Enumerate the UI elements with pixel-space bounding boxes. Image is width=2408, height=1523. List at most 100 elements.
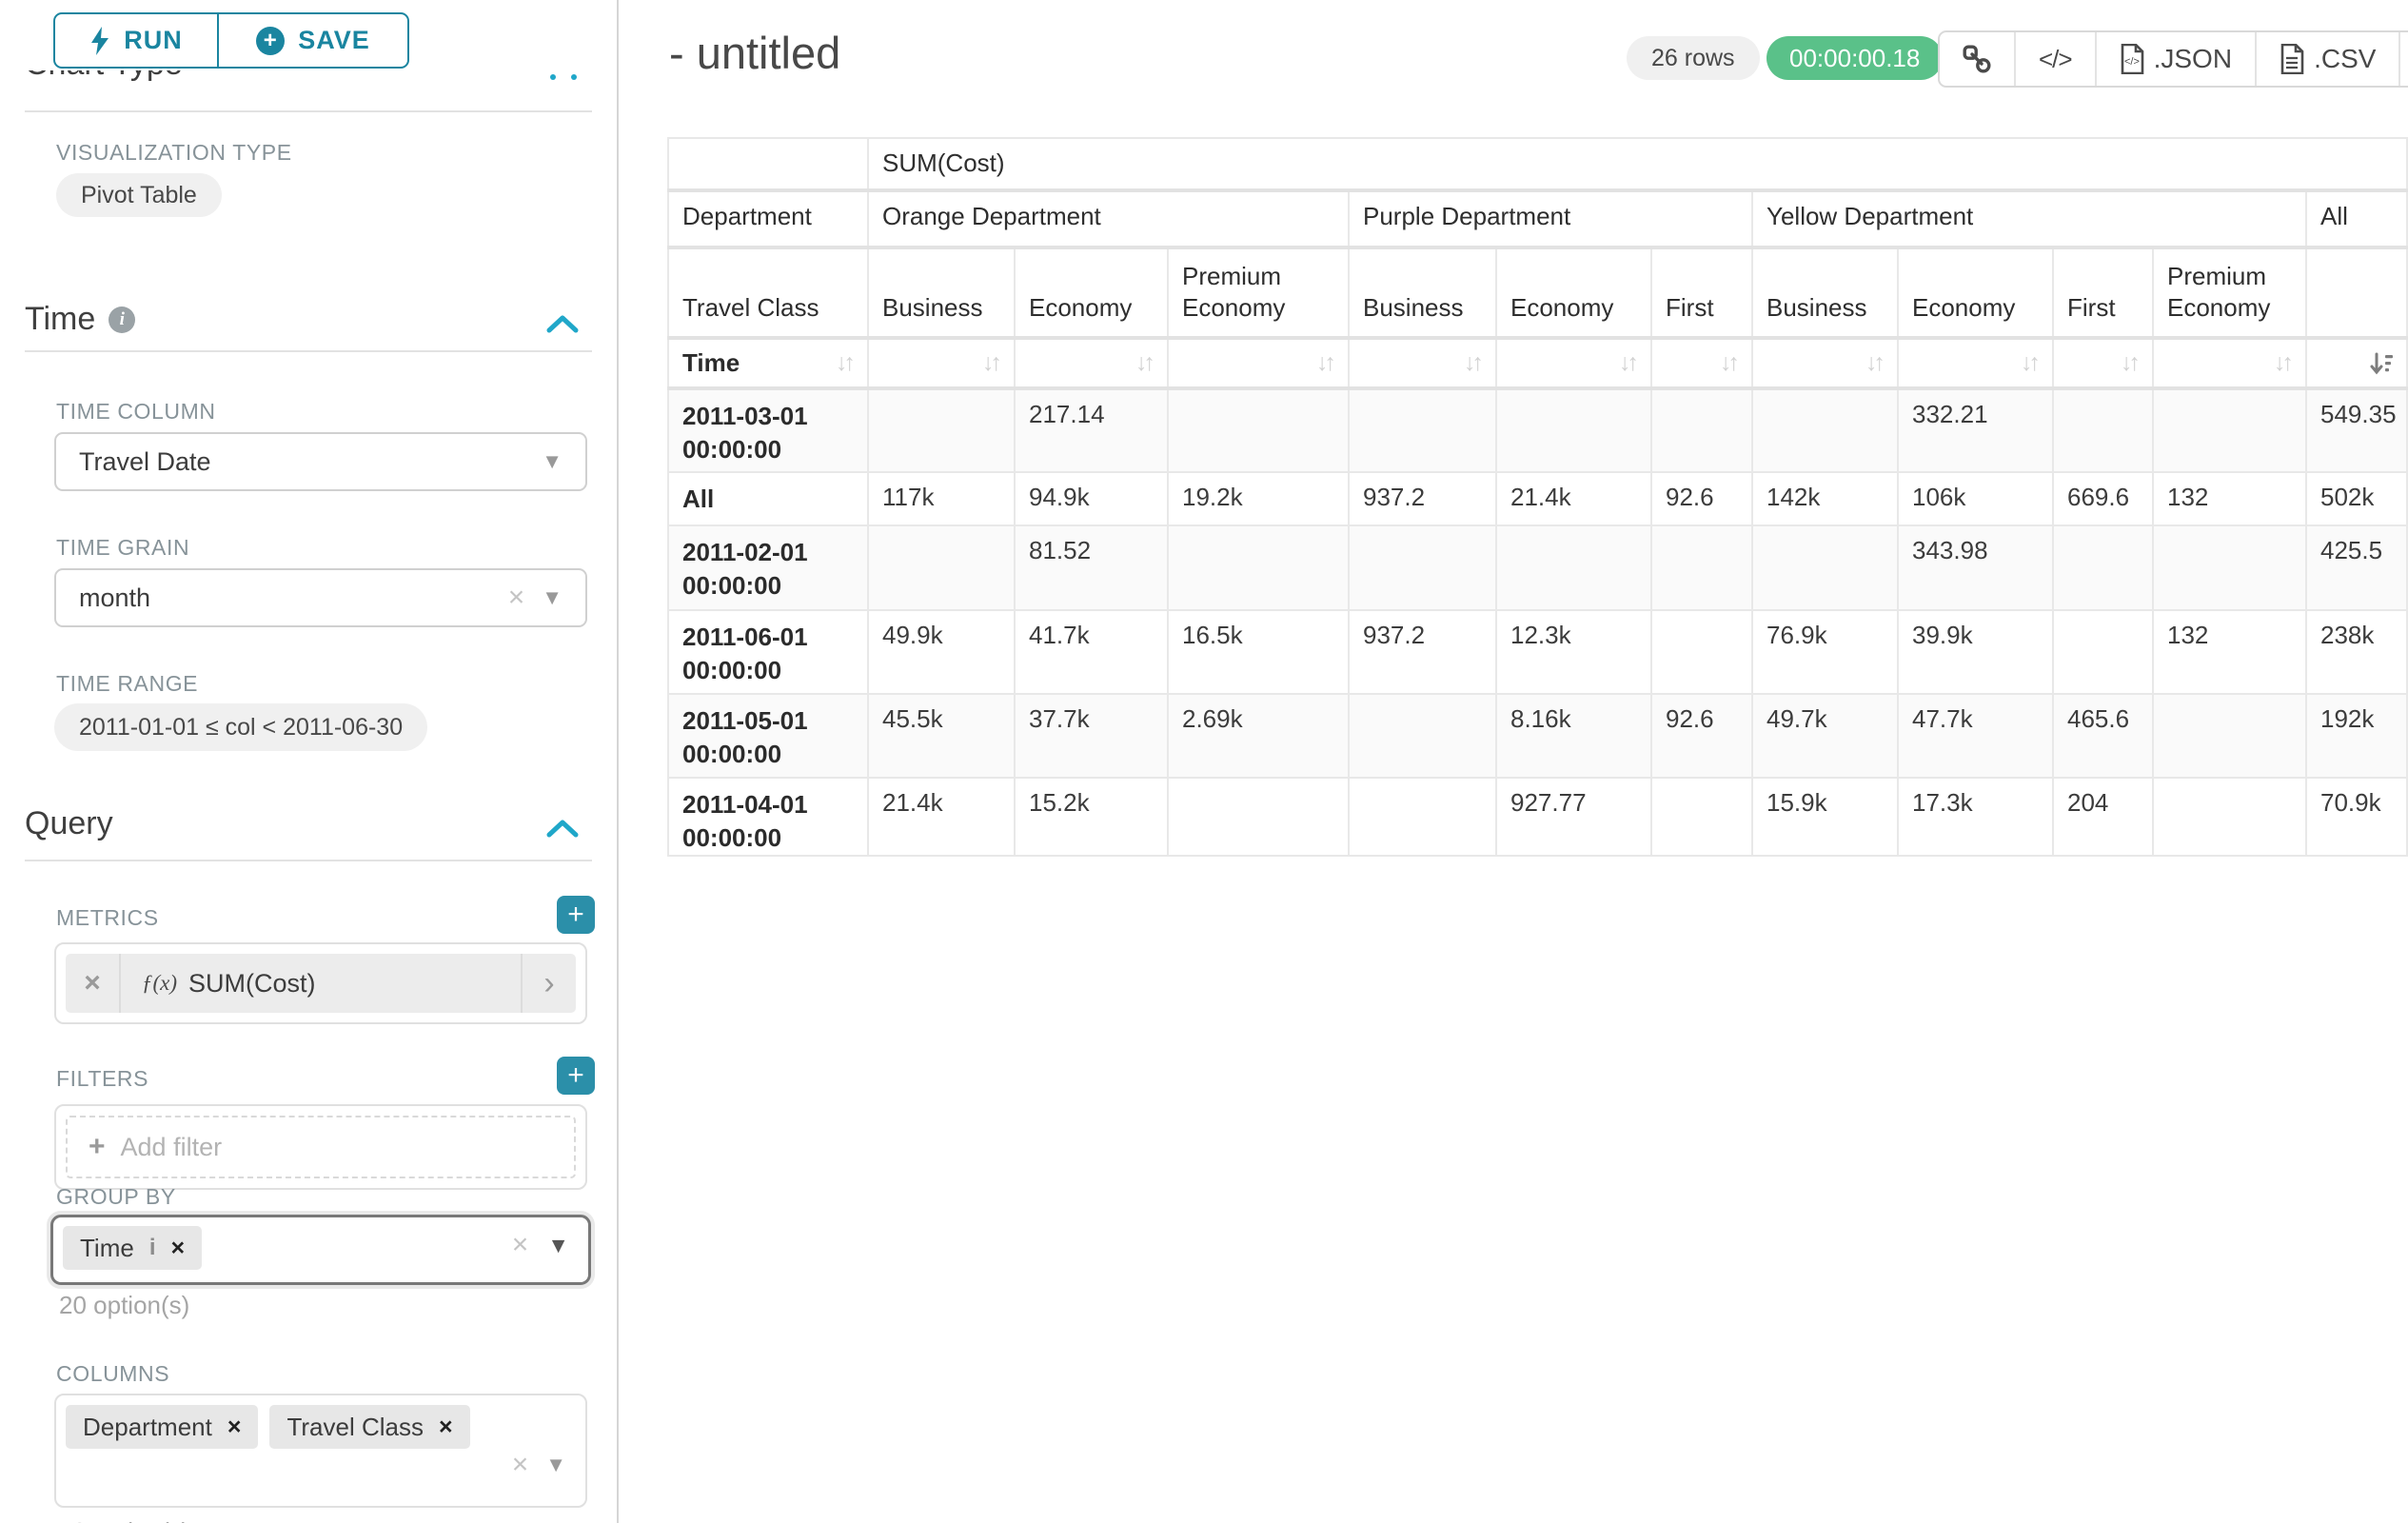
more-options-button[interactable] — [2400, 32, 2408, 86]
travel-class-header: Premium Economy — [2152, 247, 2307, 340]
sort-header[interactable]: ↓↑ — [1014, 337, 1169, 390]
time-grain-label: TIME GRAIN — [56, 535, 190, 560]
embed-code-button[interactable]: </> — [2016, 32, 2097, 86]
collapse-section-icon[interactable] — [546, 819, 579, 838]
remove-metric-icon[interactable]: × — [66, 954, 121, 1013]
value-cell: 343.98 — [1897, 524, 2054, 611]
travel-class-header: Premium Economy — [1167, 247, 1350, 340]
value-cell: 217.14 — [1014, 387, 1169, 473]
sort-header[interactable]: ↓↑ — [1650, 337, 1753, 390]
row-count-badge: 26 rows — [1627, 36, 1760, 80]
group-by-options-hint: 20 option(s) — [59, 1291, 190, 1319]
remove-chip-icon[interactable]: × — [227, 1413, 242, 1440]
value-cell: 21.4k — [1495, 471, 1652, 526]
sort-icon: ↓↑ — [1464, 349, 1484, 376]
sort-icon: ↓↑ — [1135, 349, 1155, 376]
value-cell: 927.77 — [1495, 776, 1652, 858]
sort-icon: ↓↑ — [1316, 349, 1336, 376]
value-cell: 238k — [2305, 609, 2408, 695]
department-group-header: Orange Department — [867, 189, 1350, 249]
row-label-cell: 2011-02-01 00:00:00 — [667, 524, 869, 611]
add-filter-button[interactable]: + Add filter — [66, 1116, 576, 1178]
sort-header[interactable]: ↓↑ — [867, 337, 1016, 390]
remove-chip-icon[interactable]: × — [170, 1234, 186, 1261]
filters-label: FILTERS — [56, 1066, 149, 1091]
value-cell: 549.35 — [2305, 387, 2408, 473]
metric-chip[interactable]: × ƒ(x) SUM(Cost) › — [66, 954, 576, 1013]
visualization-type-value-pill[interactable]: Pivot Table — [56, 173, 222, 217]
value-cell — [867, 524, 1016, 611]
chevron-down-icon[interactable]: ▼ — [547, 1232, 569, 1257]
sort-header-active[interactable] — [2305, 337, 2408, 390]
sort-header[interactable]: ↓↑ — [2152, 337, 2307, 390]
clear-icon[interactable]: × — [511, 1229, 529, 1260]
travel-class-header: First — [1650, 247, 1753, 340]
remove-chip-icon[interactable]: × — [438, 1413, 453, 1440]
sort-header[interactable]: ↓↑ — [1897, 337, 2054, 390]
value-cell: 47.7k — [1897, 693, 2054, 779]
table-row: 2011-05-01 00:00:00 45.5k 37.7k 2.69k 8.16k 9… — [667, 693, 2408, 779]
department-group-header: Yellow Department — [1751, 189, 2307, 249]
metric-header-cell: SUM(Cost) — [867, 137, 2408, 192]
link-icon — [1963, 45, 1991, 73]
expand-metric-icon[interactable]: › — [521, 954, 576, 1013]
time-grain-value: month — [79, 583, 151, 612]
export-csv-button[interactable]: .CSV — [2257, 32, 2401, 86]
value-cell: 142k — [1751, 471, 1899, 526]
add-metric-button[interactable]: + — [557, 896, 595, 934]
travel-class-header: Economy — [1897, 247, 2054, 340]
value-cell: 92.6 — [1650, 693, 1753, 779]
group-by-controls: × ▼ — [495, 1231, 569, 1259]
value-cell — [1348, 524, 1497, 611]
dimension-chip[interactable]: Department × — [66, 1405, 259, 1449]
dimension-chip[interactable]: Travel Class × — [269, 1405, 470, 1449]
export-json-button[interactable]: </> .JSON — [2097, 32, 2258, 86]
value-cell: 19.2k — [1167, 471, 1350, 526]
chip-label: Time — [80, 1233, 134, 1262]
run-button-label: RUN — [124, 26, 183, 54]
chevron-down-icon[interactable]: ▼ — [545, 1453, 566, 1476]
time-sort-header[interactable]: Time ↓↑ — [667, 337, 869, 390]
time-column-select[interactable]: Travel Date ▼ — [54, 432, 587, 491]
dimension-chip[interactable]: Time i × — [63, 1226, 203, 1270]
value-cell: 332.21 — [1897, 387, 2054, 473]
run-button[interactable]: RUN — [55, 14, 219, 67]
value-cell: 8.16k — [1495, 693, 1652, 779]
travel-class-header: Economy — [1014, 247, 1169, 340]
time-range-label: TIME RANGE — [56, 671, 199, 696]
value-cell: 39.9k — [1897, 609, 2054, 695]
sort-icon: ↓↑ — [2121, 349, 2141, 376]
clear-icon[interactable]: × — [511, 1449, 529, 1480]
table-row: 2011-02-01 00:00:00 81.52 343.98 425.5 — [667, 524, 2408, 611]
group-by-select[interactable]: Time i × × ▼ — [50, 1215, 591, 1285]
copy-link-button[interactable] — [1940, 32, 2016, 86]
clear-icon[interactable]: × — [507, 582, 525, 613]
columns-select[interactable]: Department × Travel Class × × ▼ — [54, 1394, 587, 1508]
save-button[interactable]: + SAVE — [219, 14, 407, 67]
collapse-section-icon[interactable] — [546, 314, 579, 333]
sort-header[interactable]: ↓↑ — [2052, 337, 2154, 390]
value-cell: 21.4k — [867, 776, 1016, 858]
query-section-header: Query — [25, 805, 113, 842]
chart-title[interactable]: - untitled — [669, 28, 841, 78]
value-cell — [1495, 387, 1652, 473]
value-cell: 94.9k — [1014, 471, 1169, 526]
row-label-cell: 2011-06-01 00:00:00 — [667, 609, 869, 695]
sort-header[interactable]: ↓↑ — [1495, 337, 1652, 390]
function-icon: ƒ(x) — [142, 971, 178, 995]
export-csv-label: .CSV — [2314, 44, 2377, 73]
value-cell: 41.7k — [1014, 609, 1169, 695]
row-label-cell: 2011-04-01 00:00:00 — [667, 776, 869, 858]
sort-header[interactable]: ↓↑ — [1167, 337, 1350, 390]
row-label-cell: 2011-05-01 00:00:00 — [667, 693, 869, 779]
metric-chip-label: SUM(Cost) — [188, 968, 316, 998]
value-cell — [2152, 693, 2307, 779]
sort-header[interactable]: ↓↑ — [1348, 337, 1497, 390]
sort-icon: ↓↑ — [1720, 349, 1740, 376]
sort-header[interactable]: ↓↑ — [1751, 337, 1899, 390]
add-filter-plus-button[interactable]: + — [557, 1057, 595, 1095]
sort-icon: ↓↑ — [982, 349, 1002, 376]
time-range-value-pill[interactable]: 2011-01-01 ≤ col < 2011-06-30 — [54, 703, 428, 751]
time-grain-select[interactable]: month × ▼ — [54, 568, 587, 627]
value-cell — [1650, 776, 1753, 858]
